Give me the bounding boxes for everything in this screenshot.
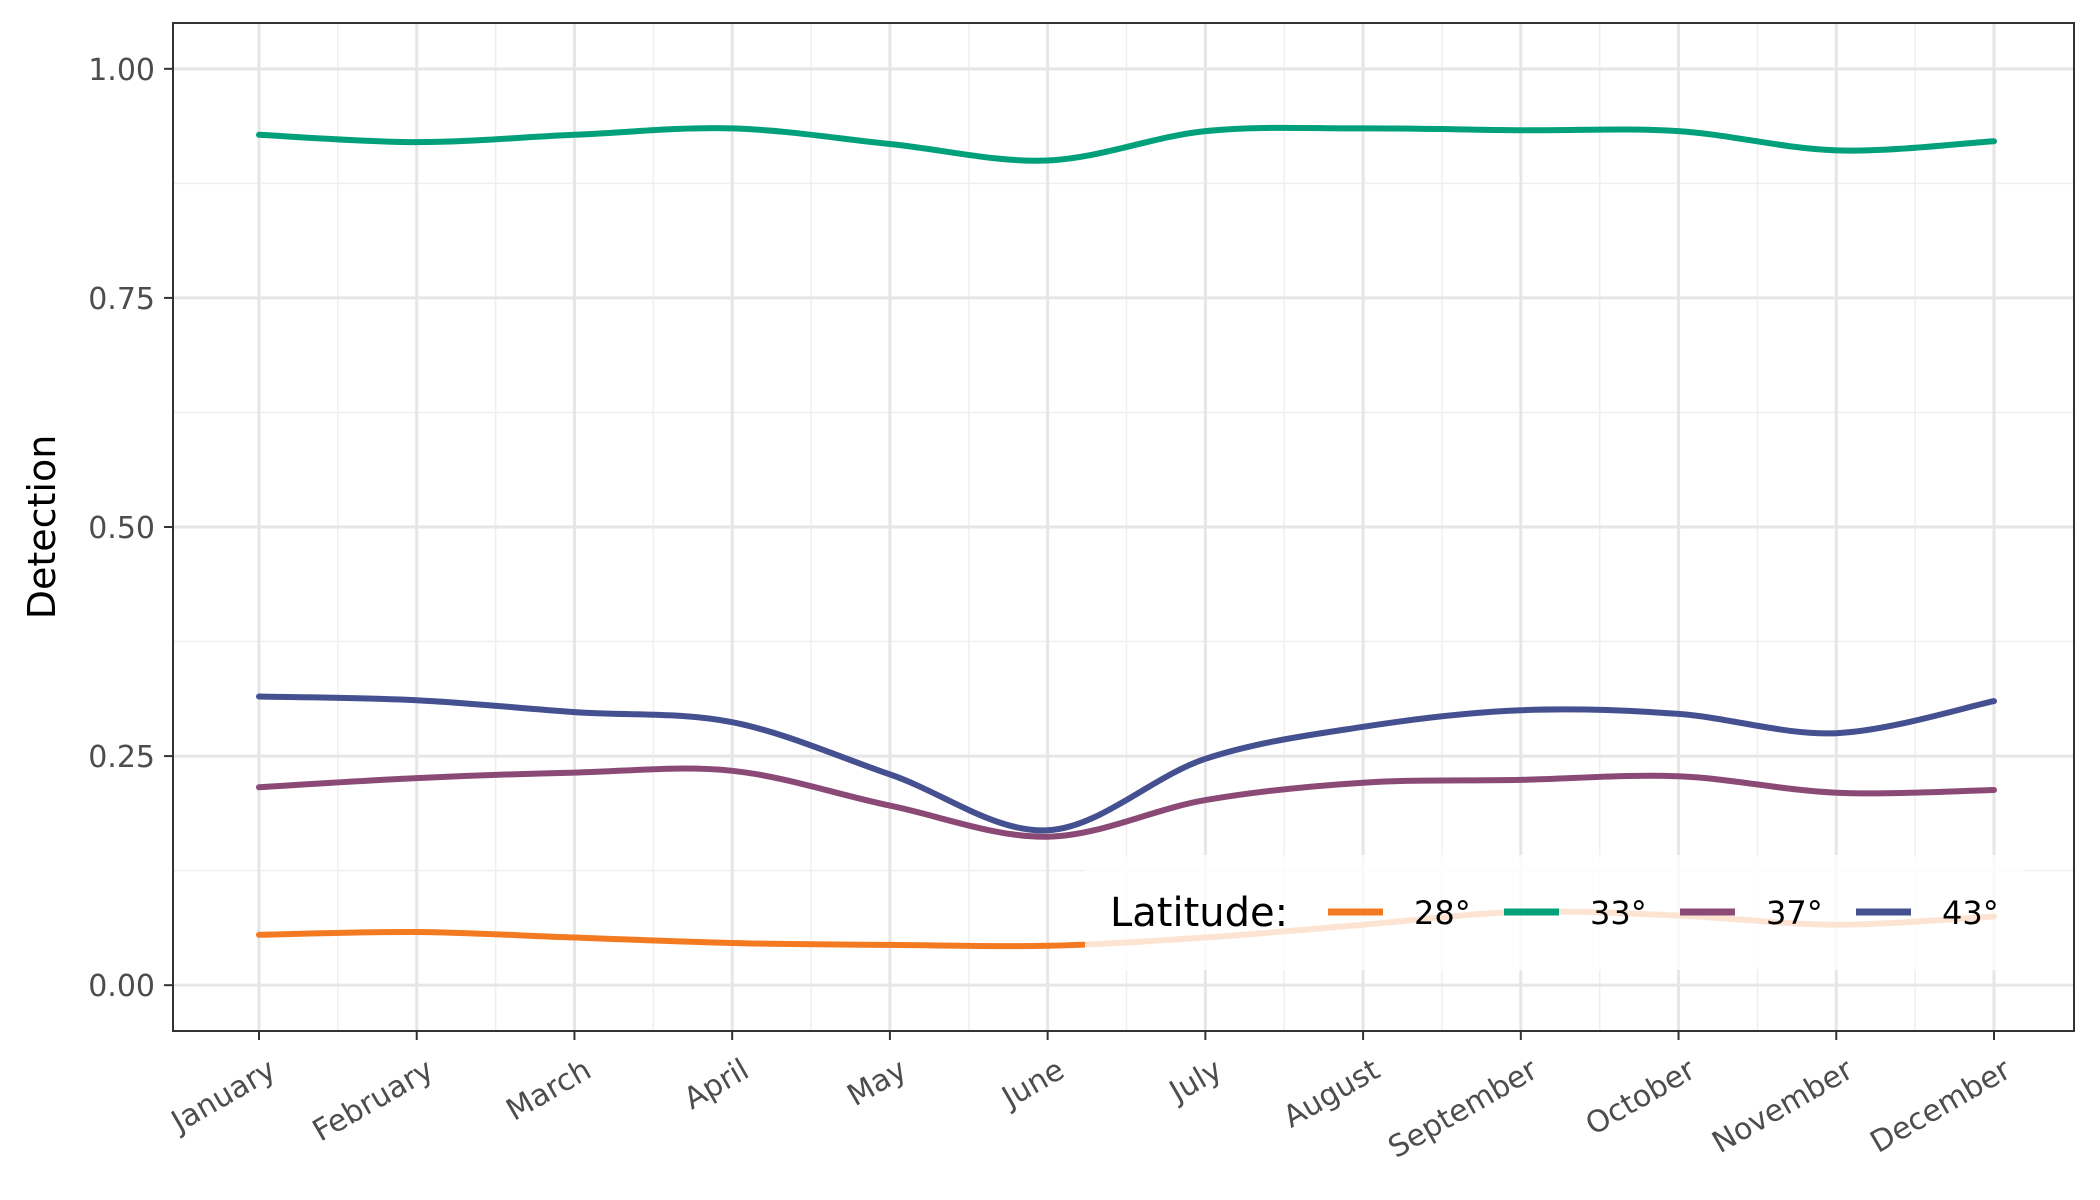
legend-label: 43° xyxy=(1942,894,1999,932)
series-line-2 xyxy=(256,124,1997,164)
legend: Latitude: 28° 33° 37° 43° xyxy=(1085,855,2025,970)
series-line-3 xyxy=(256,765,1997,840)
legend-label: 28° xyxy=(1414,894,1471,932)
legend-items: 28° 33° 37° 43° xyxy=(1328,894,1999,932)
y-tick-label: 0.75 xyxy=(88,282,155,317)
legend-label: 37° xyxy=(1766,894,1823,932)
legend-label: 33° xyxy=(1590,894,1647,932)
y-axis-title: Detection xyxy=(20,435,64,620)
y-tick-label: 0.50 xyxy=(88,511,155,546)
series-line-4 xyxy=(256,693,1997,834)
y-axis: 0.00 0.25 0.50 0.75 1.00 xyxy=(88,53,173,1004)
y-tick-label: 0.00 xyxy=(88,969,155,1004)
y-tick-label: 0.25 xyxy=(88,740,155,775)
legend-title: Latitude: xyxy=(1110,890,1288,936)
y-tick-label: 1.00 xyxy=(88,53,155,88)
